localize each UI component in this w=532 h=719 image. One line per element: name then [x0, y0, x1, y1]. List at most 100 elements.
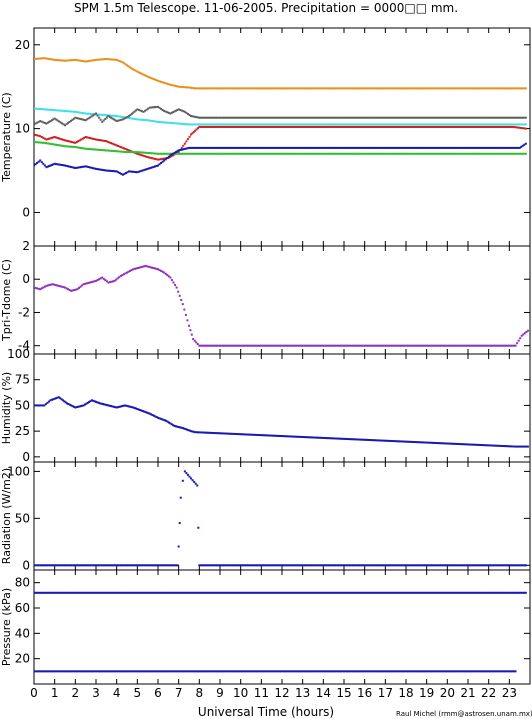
- data-point: [462, 87, 465, 90]
- data-point: [233, 116, 236, 119]
- data-point: [421, 591, 424, 594]
- data-point: [420, 670, 423, 673]
- data-point: [262, 123, 265, 126]
- data-point: [123, 172, 126, 175]
- data-point: [487, 87, 490, 90]
- data-point: [58, 59, 61, 62]
- data-point: [519, 337, 522, 340]
- data-point: [180, 109, 183, 112]
- data-point: [248, 87, 251, 90]
- data-point: [58, 109, 61, 112]
- data-point: [458, 123, 461, 126]
- data-point: [62, 138, 65, 141]
- data-point: [87, 564, 90, 567]
- data-point: [124, 116, 127, 119]
- data-point: [292, 591, 295, 594]
- data-point: [290, 591, 293, 594]
- data-point: [52, 398, 55, 401]
- data-point: [329, 146, 332, 149]
- data-point: [496, 152, 499, 155]
- data-point: [332, 116, 335, 119]
- data-point: [326, 146, 329, 149]
- data-point: [230, 146, 233, 149]
- data-point: [179, 108, 182, 111]
- data-point: [102, 58, 105, 61]
- data-point: [426, 116, 429, 119]
- data-point: [114, 58, 117, 61]
- data-point: [140, 670, 143, 673]
- data-point: [360, 87, 363, 90]
- data-point: [112, 591, 115, 594]
- data-point: [148, 156, 151, 159]
- data-point: [479, 123, 482, 126]
- data-point: [214, 87, 217, 90]
- data-point: [102, 564, 105, 567]
- data-point: [443, 344, 446, 347]
- data-point: [251, 591, 254, 594]
- data-point: [345, 125, 348, 128]
- data-point: [257, 670, 260, 673]
- data-point: [139, 409, 142, 412]
- data-point: [204, 152, 207, 155]
- data-point: [75, 117, 78, 120]
- data-point: [419, 591, 422, 594]
- data-point: [474, 443, 477, 446]
- data-point: [343, 116, 345, 119]
- data-point: [450, 116, 453, 119]
- data-point: [244, 152, 247, 155]
- data-point: [208, 344, 211, 347]
- data-point: [216, 344, 219, 347]
- data-point: [87, 166, 90, 169]
- data-point: [190, 133, 193, 136]
- data-point: [426, 564, 429, 567]
- data-point: [364, 591, 367, 594]
- data-point: [440, 152, 443, 155]
- data-point: [37, 120, 40, 123]
- data-point: [292, 116, 295, 119]
- data-point: [402, 344, 405, 347]
- data-point: [326, 87, 329, 90]
- data-point: [464, 564, 467, 567]
- data-point: [319, 116, 322, 119]
- data-point: [222, 432, 225, 435]
- data-point: [74, 58, 77, 61]
- data-point: [78, 405, 81, 408]
- data-point: [501, 444, 504, 447]
- data-point: [185, 86, 188, 89]
- data-point: [520, 87, 523, 90]
- data-point: [198, 564, 201, 567]
- data-point: [455, 87, 458, 90]
- data-point: [283, 564, 286, 567]
- data-point: [217, 146, 220, 149]
- data-point: [511, 123, 514, 126]
- data-point: [329, 591, 332, 594]
- data-point: [172, 564, 175, 567]
- data-point: [96, 670, 99, 673]
- data-point: [244, 146, 247, 149]
- data-point: [220, 123, 223, 126]
- data-point: [159, 158, 162, 161]
- data-point: [401, 125, 404, 128]
- data-point: [230, 116, 233, 119]
- data-point: [362, 344, 365, 347]
- data-point: [443, 152, 446, 155]
- data-point: [272, 344, 275, 347]
- data-point: [185, 140, 188, 143]
- data-point: [515, 87, 518, 90]
- data-point: [38, 564, 41, 567]
- data-point: [387, 87, 390, 90]
- data-point: [112, 118, 115, 121]
- data-point: [399, 670, 402, 673]
- data-point: [53, 143, 56, 146]
- data-point: [455, 344, 458, 347]
- data-point: [239, 125, 242, 128]
- data-point: [269, 87, 272, 90]
- data-point: [189, 86, 192, 89]
- data-point: [263, 564, 266, 567]
- data-point: [511, 87, 514, 90]
- data-point: [351, 670, 354, 673]
- data-point: [422, 146, 425, 149]
- data-point: [378, 564, 381, 567]
- data-point: [332, 670, 335, 673]
- data-point: [518, 87, 521, 90]
